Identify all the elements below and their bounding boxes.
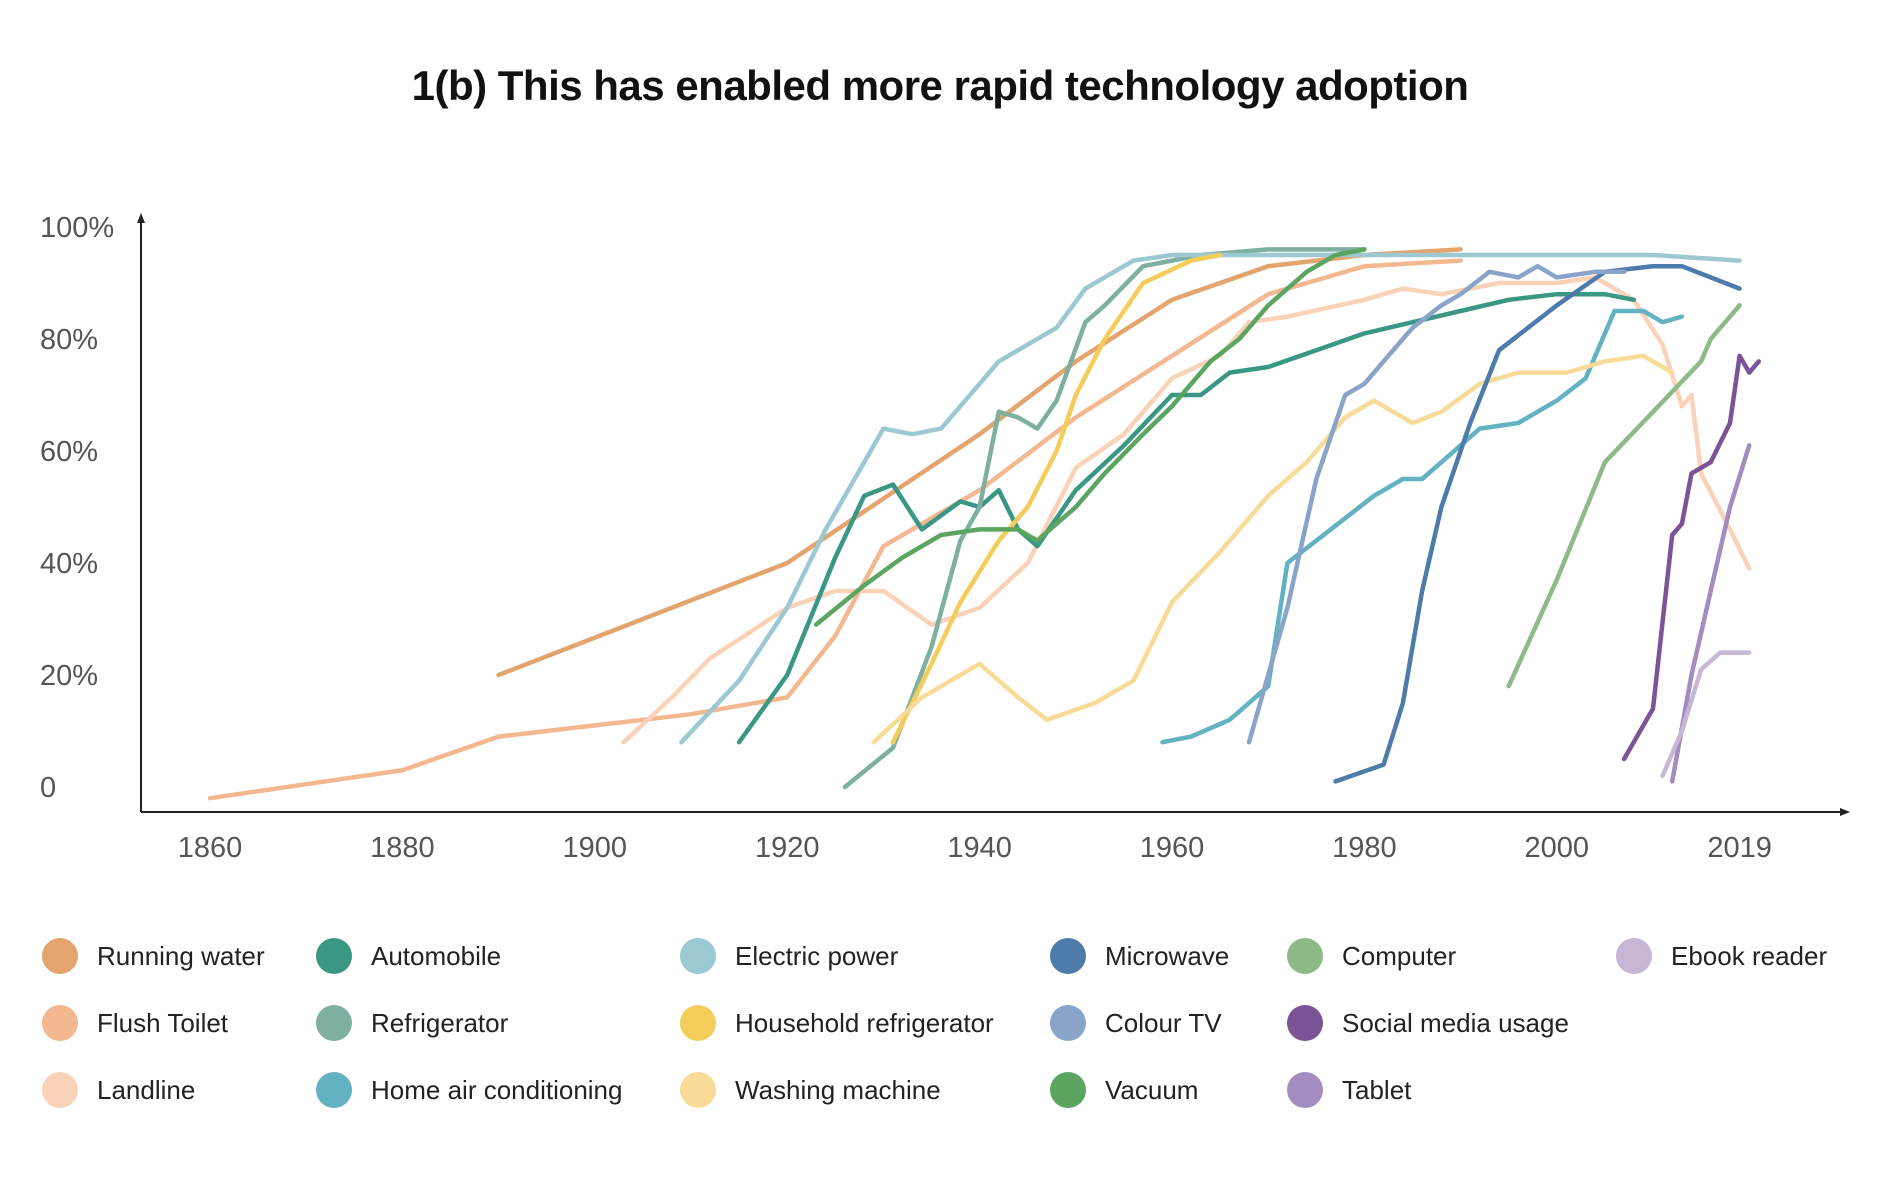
x-tick-label: 2000 (1525, 832, 1590, 864)
series-line-tablet (1669, 443, 1752, 784)
x-tick-label: 1980 (1332, 832, 1397, 864)
y-tick-label: 20% (40, 660, 98, 692)
x-tick-label: 1900 (563, 832, 628, 864)
series-line-vacuum (813, 247, 1367, 627)
x-tick-label: 1860 (178, 832, 243, 864)
x-tick-label: 1880 (370, 832, 435, 864)
series-line-flush-toilet (207, 258, 1463, 801)
series-line-microwave (1333, 263, 1742, 784)
series-line-computer (1506, 303, 1742, 689)
y-tick-label: 60% (40, 436, 98, 468)
series-line-washing-machine (871, 353, 1675, 745)
series-line-social-media-usage (1621, 353, 1762, 762)
series-line-electric-power (679, 252, 1742, 745)
series-line-ebook-reader (1660, 650, 1752, 779)
y-tick-label: 0 (40, 772, 56, 804)
y-tick-label: 80% (40, 324, 98, 356)
chart-title: 1(b) This has enabled more rapid technol… (411, 62, 1469, 109)
series-line-running-water (496, 247, 1463, 678)
y-tick-label: 40% (40, 548, 98, 580)
series-line-household-refrigerator (890, 252, 1223, 745)
x-tick-label: 1960 (1140, 832, 1205, 864)
x-tick-label: 1940 (947, 832, 1012, 864)
series-line-colour-tv (1246, 263, 1627, 745)
series-line-refrigerator (842, 247, 1367, 790)
x-tick-label: 1920 (755, 832, 820, 864)
series-line-automobile (736, 291, 1637, 745)
x-tick-label: 2019 (1707, 832, 1772, 864)
y-tick-label: 100% (40, 212, 114, 244)
